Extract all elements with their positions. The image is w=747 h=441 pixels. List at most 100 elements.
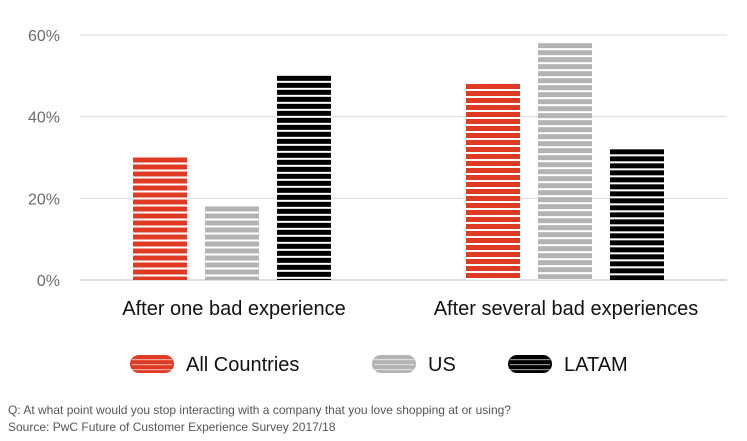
bar-stripe: [538, 146, 592, 149]
category-label: After one bad experience: [122, 298, 346, 320]
bar-stripe: [610, 231, 664, 234]
bar-stripe: [538, 139, 592, 142]
bar: [610, 149, 664, 280]
bar-stripe: [277, 199, 331, 202]
bar-stripe: [133, 232, 187, 235]
bar-stripe: [277, 143, 331, 146]
legend-item: LATAM: [508, 354, 628, 376]
bar: [133, 157, 187, 280]
bar-stripe: [277, 115, 331, 118]
bar-stripe: [466, 96, 520, 98]
bar-stripe: [538, 181, 592, 184]
bar-stripe: [277, 87, 331, 90]
legend-item: US: [372, 354, 456, 376]
category-label: After several bad experiences: [434, 298, 699, 320]
bar-stripe: [277, 136, 331, 139]
bar: [277, 75, 331, 280]
bar-stripe: [466, 201, 520, 203]
bar-stripe: [466, 222, 520, 224]
bar-stripe: [538, 251, 592, 254]
bar-stripe: [538, 258, 592, 261]
bar-stripe: [538, 167, 592, 170]
bar-stripe: [466, 131, 520, 133]
y-tick-label: 0%: [37, 273, 60, 290]
bar-stripe: [277, 185, 331, 188]
bar-stripe: [277, 220, 331, 223]
bar-stripe: [466, 229, 520, 231]
bar-stripe: [538, 125, 592, 128]
bar-stripe: [205, 260, 259, 263]
bar-stripe: [205, 225, 259, 228]
bar-stripe: [466, 264, 520, 266]
bar-stripe: [610, 266, 664, 269]
bar-stripe: [466, 271, 520, 273]
bar-stripe: [538, 174, 592, 177]
bar-stripe: [610, 245, 664, 248]
bar: [205, 206, 259, 280]
bar-stripe: [466, 187, 520, 189]
bar-stripe: [538, 83, 592, 86]
bar-stripe: [466, 236, 520, 238]
bar-stripe: [277, 108, 331, 111]
bar-stripe: [610, 168, 664, 171]
bar-stripe: [610, 238, 664, 241]
y-tick-label: 20%: [28, 191, 60, 208]
bar-stripe: [133, 239, 187, 242]
bar-stripe: [133, 169, 187, 172]
bar-stripe: [205, 211, 259, 214]
y-axis-ticks: 0% 20% 40% 60%: [28, 28, 60, 290]
bar-stripe: [538, 132, 592, 135]
bar: [466, 84, 520, 280]
bar-stripe: [133, 253, 187, 256]
bar-stripe: [205, 274, 259, 277]
bar-stripe: [538, 69, 592, 72]
bar-stripe: [466, 89, 520, 91]
bar-stripe: [610, 189, 664, 192]
bar-stripe: [277, 157, 331, 160]
bar-stripe: [277, 122, 331, 125]
bar-stripe: [466, 208, 520, 210]
bar-stripe: [538, 188, 592, 191]
bar-stripe: [610, 175, 664, 178]
bar-stripe: [466, 257, 520, 259]
bar-stripe: [133, 197, 187, 200]
bar-stripe: [538, 279, 592, 280]
bar-stripe: [277, 227, 331, 230]
bar-stripe: [277, 241, 331, 244]
bar-stripe: [277, 255, 331, 258]
bar-fill: [610, 149, 664, 280]
legend-label: US: [428, 354, 456, 376]
bar-stripe: [277, 80, 331, 83]
bar-stripe: [610, 259, 664, 262]
bar-stripe: [277, 213, 331, 216]
bar-stripe: [466, 138, 520, 140]
bar-stripe: [610, 252, 664, 255]
bar-stripe: [538, 55, 592, 58]
bar-stripe: [538, 209, 592, 212]
bar-stripe: [466, 180, 520, 182]
legend-swatch-stripe: [132, 369, 172, 371]
bar-stripe: [277, 234, 331, 237]
bar-stripe: [538, 223, 592, 226]
bar-stripe: [610, 182, 664, 185]
bar-stripe: [277, 269, 331, 272]
bar-stripe: [133, 267, 187, 270]
bar-stripe: [538, 195, 592, 198]
bar-stripe: [466, 194, 520, 196]
bar-stripe: [538, 272, 592, 275]
bar-stripe: [610, 217, 664, 220]
bar-stripe: [133, 260, 187, 263]
bar-stripe: [538, 216, 592, 219]
bar-stripe: [466, 250, 520, 252]
bar-stripe: [133, 274, 187, 277]
survey-question: Q: At what point would you stop interact…: [8, 403, 511, 417]
bar: [538, 43, 592, 280]
bar-stripe: [538, 153, 592, 156]
legend-swatch-stripe: [374, 359, 414, 361]
bar-stripe: [133, 225, 187, 228]
bar-stripe: [277, 192, 331, 195]
bar-stripe: [205, 232, 259, 235]
bar-stripe: [538, 244, 592, 247]
bar-stripe: [277, 206, 331, 209]
